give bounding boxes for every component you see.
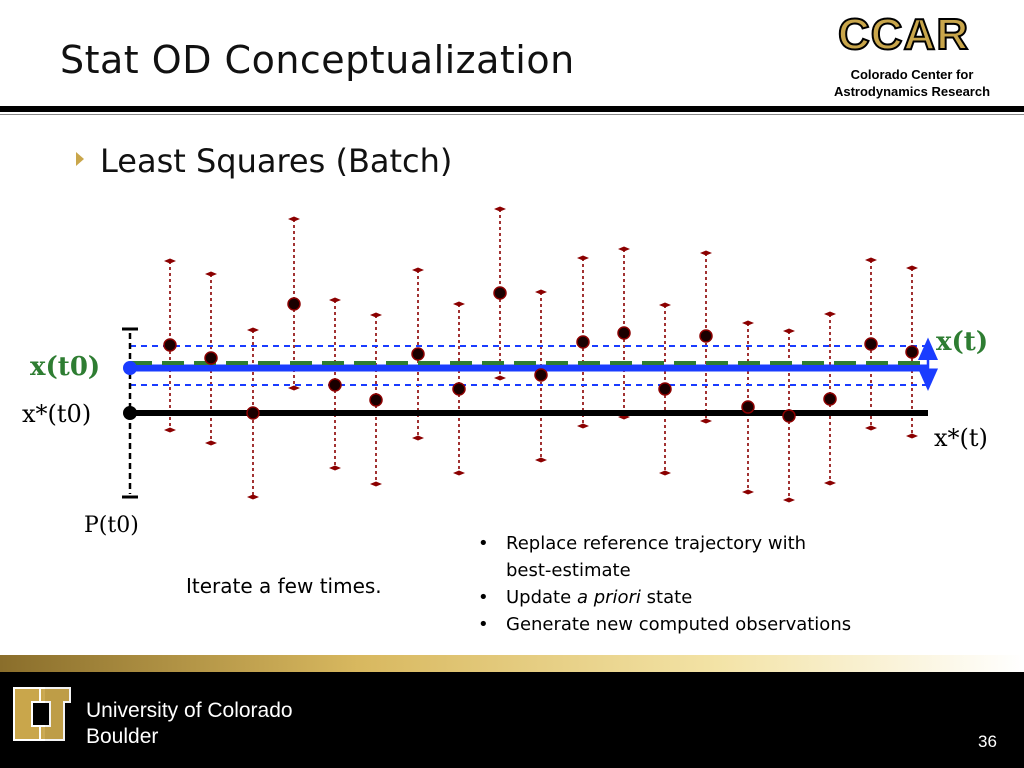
bullet-label: Least Squares (Batch) — [100, 142, 453, 180]
title-divider-thin — [0, 114, 1024, 115]
university-line1: University of Colorado — [86, 699, 293, 722]
label-xstar-t: x*(t) — [934, 424, 988, 452]
observation-error-bars — [164, 206, 918, 503]
ccar-logo: CCAR — [837, 9, 970, 60]
error-bar-cap — [453, 301, 465, 307]
iterate-note: Iterate a few times. — [186, 574, 382, 598]
error-bar-cap — [742, 489, 754, 495]
page-number: 36 — [978, 732, 997, 751]
error-bar-cap — [370, 312, 382, 318]
initial-estimate-point — [123, 361, 137, 375]
label-x-t0: x(t0) — [30, 352, 100, 382]
error-bar-cap — [618, 246, 630, 252]
error-bar-cap — [742, 320, 754, 326]
cu-logo-icon — [13, 687, 71, 741]
observation-point — [411, 347, 425, 361]
error-bar-cap — [700, 250, 712, 256]
footer-bar — [0, 672, 1024, 768]
label-xstar-t0: x*(t0) — [22, 400, 91, 428]
label-P-t0: P(t0) — [84, 513, 139, 538]
university-name: University of Colorado Boulder — [86, 698, 293, 750]
error-bar-cap — [865, 425, 877, 431]
title-divider — [0, 106, 1024, 112]
error-bar-cap — [535, 289, 547, 295]
list-item: best-estimate — [478, 557, 851, 584]
observation-point — [534, 368, 548, 382]
error-bar-cap — [412, 267, 424, 273]
error-bar-cap — [329, 465, 341, 471]
initial-reference-point — [123, 406, 137, 420]
footer-gold-band — [0, 655, 1024, 673]
error-bar-cap — [824, 311, 836, 317]
list-item: • Update a priori state — [478, 587, 693, 608]
observation-point — [287, 297, 301, 311]
error-bar-cap — [247, 327, 259, 333]
university-line2: Boulder — [86, 725, 159, 748]
observation-point — [864, 337, 878, 351]
error-bar-cap — [164, 258, 176, 264]
note-text: Update — [506, 587, 572, 608]
note-italic-text: a priori — [576, 587, 641, 608]
list-item: • Generate new computed observations — [478, 611, 851, 638]
error-bar-cap — [865, 257, 877, 263]
bullet-least-squares: Least Squares (Batch) — [76, 142, 452, 180]
note-text: state — [646, 587, 693, 608]
observation-point — [658, 382, 672, 396]
error-bar-cap — [247, 494, 259, 500]
error-bar-cap — [906, 433, 918, 439]
error-bar-cap — [412, 435, 424, 441]
error-bar-cap — [329, 297, 341, 303]
error-bar-cap — [288, 216, 300, 222]
note-text: best-estimate — [506, 560, 631, 581]
error-bar-cap — [205, 271, 217, 277]
error-bar-cap — [577, 423, 589, 429]
error-bar-cap — [659, 470, 671, 476]
note-text: Generate new computed observations — [506, 614, 852, 635]
page-title: Stat OD Conceptualization — [60, 38, 575, 82]
error-bar-cap — [783, 497, 795, 503]
error-bar-cap — [164, 427, 176, 433]
error-bar-cap — [659, 302, 671, 308]
observation-point — [699, 329, 713, 343]
observation-point — [163, 338, 177, 352]
error-bar-cap — [577, 255, 589, 261]
error-bar-cap — [453, 470, 465, 476]
error-bar-cap — [824, 480, 836, 486]
observation-point — [782, 409, 796, 423]
label-x-t: x(t) — [936, 327, 988, 357]
ccar-subtitle-line2: Astrodynamics Research — [833, 84, 991, 99]
ccar-subtitle-line1: Colorado Center for — [850, 67, 974, 82]
list-item: • Replace reference trajectory with — [478, 530, 851, 557]
observation-point — [576, 335, 590, 349]
observation-point — [905, 345, 919, 359]
observation-point — [452, 382, 466, 396]
note-text: Replace reference trajectory with — [506, 533, 807, 554]
error-bar-cap — [370, 481, 382, 487]
error-bar-cap — [494, 206, 506, 212]
error-bar-cap — [783, 328, 795, 334]
error-bar-cap — [535, 457, 547, 463]
observation-point — [617, 326, 631, 340]
error-bar-cap — [494, 375, 506, 381]
error-bar-cap — [205, 440, 217, 446]
error-bar-cap — [906, 265, 918, 271]
bullet-arrow-icon — [76, 152, 84, 166]
observation-point — [328, 378, 342, 392]
error-bar-cap — [700, 418, 712, 424]
observation-point — [823, 392, 837, 406]
observation-point — [246, 406, 260, 420]
observation-point — [204, 351, 218, 365]
observation-point — [369, 393, 383, 407]
notes-list: • Replace reference trajectory with best-… — [478, 530, 851, 638]
observation-point — [741, 400, 755, 414]
observation-point — [493, 286, 507, 300]
observation-points — [163, 286, 919, 423]
ccar-logo-subtitle: Colorado Center for Astrodynamics Resear… — [822, 66, 1002, 100]
error-bar-cap — [288, 385, 300, 391]
